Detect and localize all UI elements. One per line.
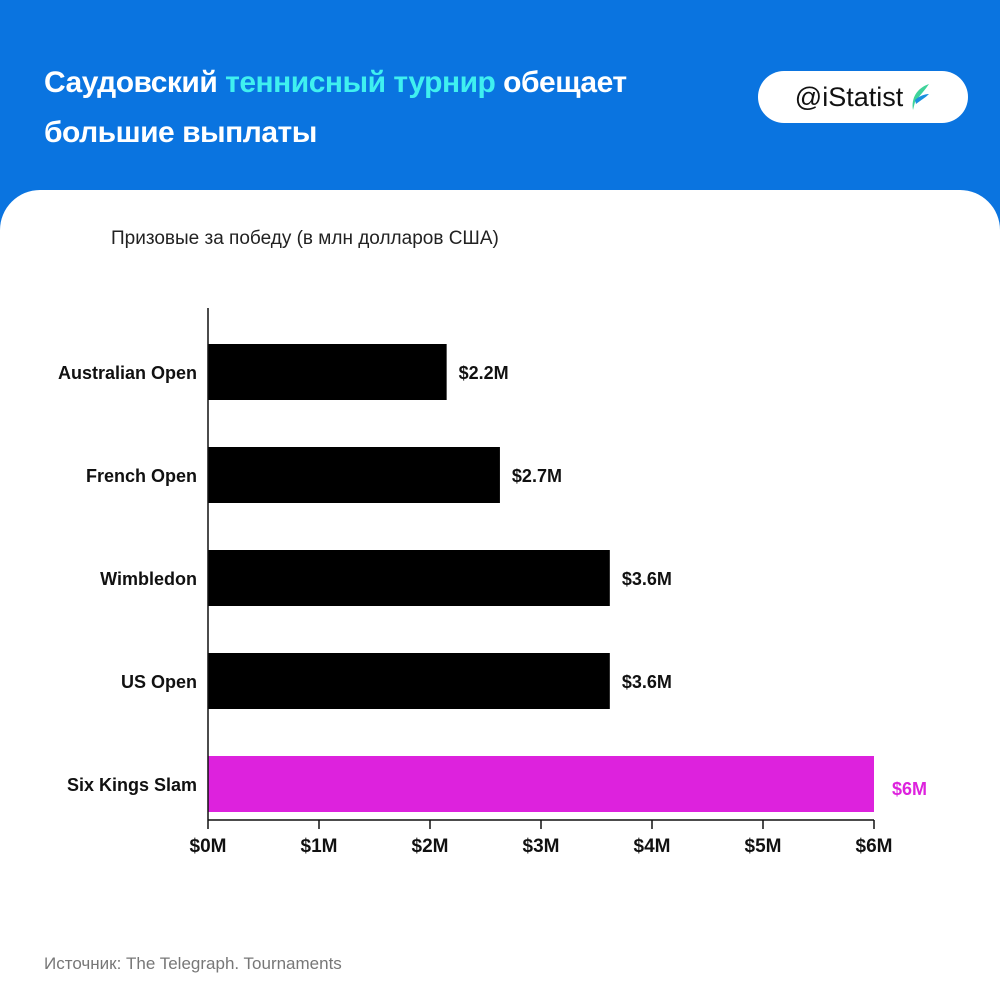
x-tick-label: $4M <box>634 836 671 857</box>
title-text: обещает <box>495 66 627 99</box>
badge-label: @iStatist <box>794 81 904 112</box>
chart-subtitle: Призовые за победу (в млн долларов США) <box>111 228 499 249</box>
x-tick-label: $0M <box>190 836 227 857</box>
x-tick-label: $5M <box>745 836 782 857</box>
bar <box>208 550 610 606</box>
x-tick-label: $6M <box>856 836 893 857</box>
bar <box>208 344 447 400</box>
source-note: Источник: The Telegraph. Tournaments <box>44 954 342 973</box>
bar <box>208 756 874 812</box>
data-label: $6M <box>892 779 927 799</box>
x-tick-label: $1M <box>301 836 338 857</box>
category-label: French Open <box>86 466 197 486</box>
bar <box>208 653 610 709</box>
data-label: $2.2M <box>459 363 509 383</box>
category-label: Australian Open <box>58 363 197 383</box>
title-highlight: теннисный турнир <box>225 66 496 99</box>
title-text: большие выплаты <box>44 116 317 149</box>
data-label: $3.6M <box>622 569 672 589</box>
category-label: Wimbledon <box>100 569 197 589</box>
istatist-badge[interactable]: @iStatist <box>758 71 968 123</box>
leaf-logo-icon <box>912 84 930 110</box>
category-label: Six Kings Slam <box>67 775 197 795</box>
category-label: US Open <box>121 672 197 692</box>
data-label: $3.6M <box>622 672 672 692</box>
x-tick-label: $2M <box>412 836 449 857</box>
chart-title: Саудовский теннисный турнир обещает боль… <box>44 58 627 158</box>
data-label: $2.7M <box>512 466 562 486</box>
title-text: Саудовский <box>44 66 226 99</box>
bar <box>208 447 500 503</box>
x-tick-label: $3M <box>523 836 560 857</box>
